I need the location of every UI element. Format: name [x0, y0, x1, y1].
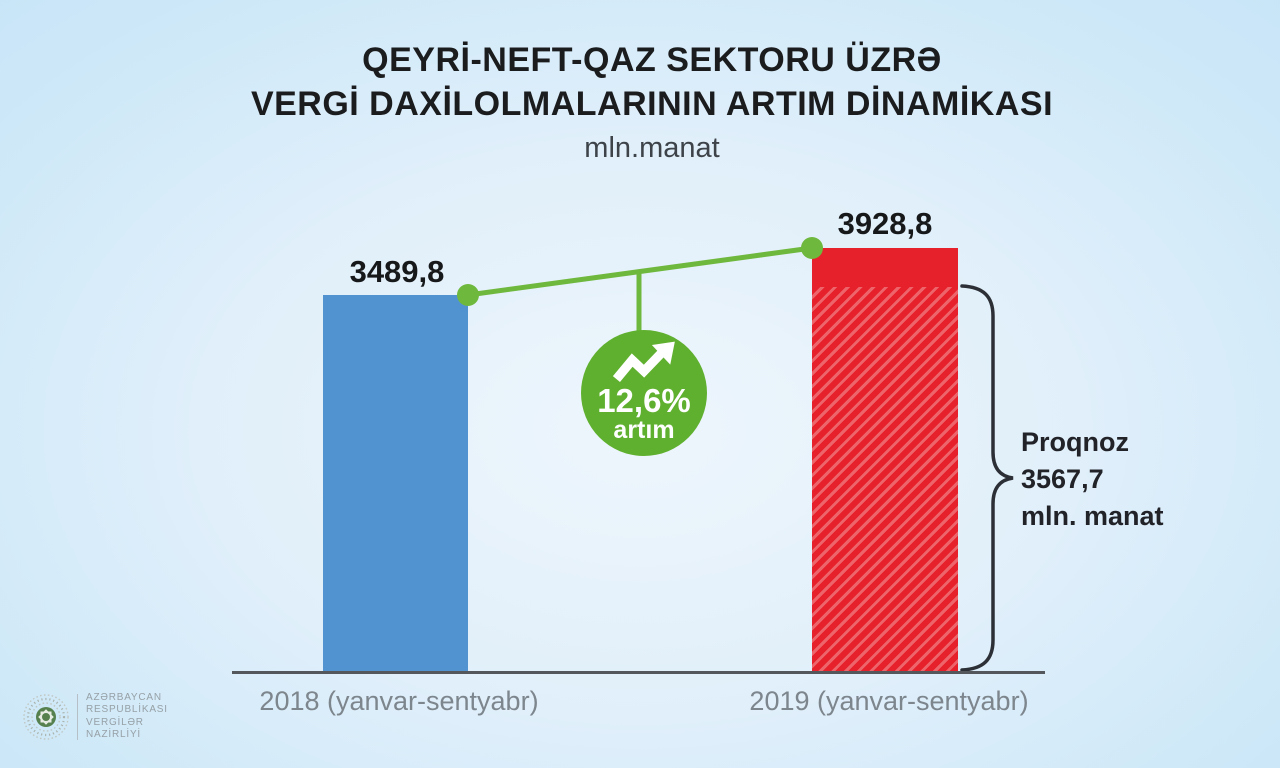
forecast-hatch-area	[812, 287, 958, 671]
forecast-note: Proqnoz 3567,7 mln. manat	[1021, 424, 1164, 535]
ministry-logo: AZƏRBAYCAN RESPUBLİKASI VERGİLƏR NAZİRLİ…	[22, 692, 168, 742]
axis-label-2018: 2018 (yanvar-sentyabr)	[259, 686, 539, 716]
org-line-4: NAZİRLİYİ	[86, 729, 141, 741]
value-label-2018: 3489,8	[349, 254, 445, 289]
unit-subtitle: mln.manat	[584, 132, 720, 164]
org-line-1: AZƏRBAYCAN	[86, 692, 162, 703]
org-line-2: RESPUBLİKASI	[86, 704, 168, 716]
title-block: QEYRİ-NEFT-QAZ SEKTORU ÜZRƏ VERGİ DAXİLO…	[0, 38, 1280, 168]
logo-divider	[77, 693, 78, 740]
x-axis-line	[232, 671, 1045, 674]
bar-2018	[323, 295, 468, 671]
bar-2019	[812, 248, 958, 671]
growth-word: artım	[613, 416, 675, 444]
forecast-line1: Proqnoz	[1021, 427, 1129, 457]
page-title-line1: QEYRİ-NEFT-QAZ SEKTORU ÜZRƏ	[362, 41, 942, 79]
forecast-brace	[960, 284, 1014, 672]
value-label-2019: 3928,8	[837, 206, 933, 241]
forecast-line2: 3567,7	[1021, 464, 1104, 494]
growth-percent: 12,6%	[597, 382, 691, 419]
page-title-line2: VERGİ DAXİLOLMALARININ ARTIM DİNAMİKASI	[250, 85, 1054, 123]
org-name: AZƏRBAYCAN RESPUBLİKASI VERGİLƏR NAZİRLİ…	[86, 692, 168, 742]
forecast-line3: mln. manat	[1021, 501, 1164, 531]
trend-up-arrow-icon	[612, 341, 675, 382]
ministry-emblem-icon	[23, 694, 69, 740]
growth-badge: 12,6% artım	[581, 330, 707, 456]
axis-label-2019: 2019 (yanvar-sentyabr)	[749, 686, 1029, 716]
org-line-3: VERGİLƏR	[86, 716, 144, 728]
growth-connector-line	[467, 245, 813, 298]
